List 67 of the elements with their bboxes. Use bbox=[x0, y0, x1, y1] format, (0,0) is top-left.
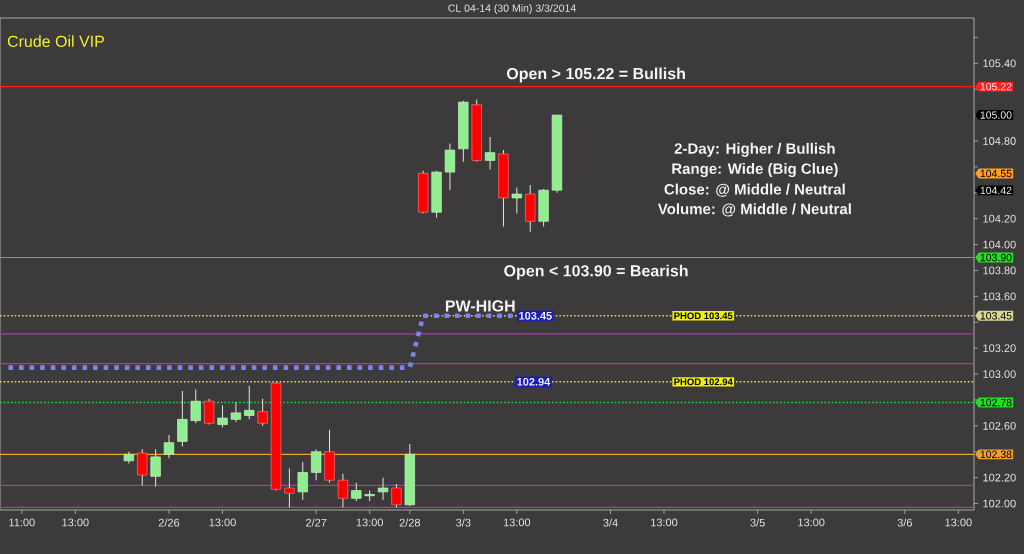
data-label: 103.45 bbox=[519, 311, 552, 320]
candlestick bbox=[377, 477, 389, 501]
candlestick bbox=[190, 389, 201, 424]
x-tick-label: 13:00 bbox=[651, 518, 678, 527]
series-label: PW-HIGH bbox=[445, 300, 515, 312]
y-tick-label: 104.00 bbox=[983, 240, 1016, 249]
text: Crude Oil VIP bbox=[7, 35, 104, 47]
candlestick bbox=[391, 483, 402, 508]
ref-line-label: 105.22 bbox=[980, 82, 1012, 91]
candlestick bbox=[484, 136, 496, 170]
y-tick-label: 103.00 bbox=[983, 370, 1016, 378]
chart-title: CL 04-14 (30 Min) 3/3/2014 bbox=[448, 4, 576, 14]
text: 105.00 bbox=[980, 111, 1012, 119]
y-tick-label: 104.80 bbox=[983, 137, 1016, 145]
x-tick-label: 13:00 bbox=[209, 518, 236, 527]
x-tick-label: 3/6 bbox=[897, 518, 912, 527]
ref-line-label: 102.78 bbox=[980, 398, 1012, 407]
x-tick-label: 13:00 bbox=[945, 518, 972, 527]
annotation: Volume: @ Middle / Neutral bbox=[657, 203, 851, 217]
ref-line-label: 103.45 bbox=[980, 312, 1012, 320]
candlestick bbox=[244, 385, 255, 420]
x-tick-label: 13:00 bbox=[798, 518, 825, 527]
y-tick-label: 102.20 bbox=[983, 473, 1016, 482]
x-tick-label: 2/28 bbox=[399, 518, 421, 527]
candlestick bbox=[137, 448, 148, 486]
x-tick-label: 2/26 bbox=[158, 518, 180, 527]
annotation: Open < 103.90 = Bearish bbox=[504, 264, 688, 280]
y-tick-label: 105.40 bbox=[983, 59, 1016, 68]
x-tick-label: 13:00 bbox=[62, 518, 89, 527]
candlestick bbox=[284, 468, 295, 508]
x-tick-label: 3/4 bbox=[603, 518, 618, 527]
annotation: PHOD 103.45 bbox=[674, 312, 733, 320]
text: 104.42 bbox=[980, 186, 1012, 195]
candlestick bbox=[230, 402, 242, 423]
x-tick-label: 13:00 bbox=[503, 518, 531, 527]
annotation: PHOD 102.94 bbox=[674, 378, 733, 386]
x-tick-label: 13:00 bbox=[356, 518, 383, 527]
y-tick-label: 103.80 bbox=[983, 266, 1016, 275]
y-tick-label: 104.20 bbox=[983, 214, 1016, 223]
x-tick-label: 3/3 bbox=[456, 518, 471, 527]
annotation: Range: Wide (Big Clue) bbox=[672, 163, 838, 178]
candlestick bbox=[351, 482, 362, 502]
candlestick bbox=[337, 473, 349, 508]
y-tick-label: 102.60 bbox=[983, 421, 1016, 430]
annotation: 102.94 bbox=[517, 377, 551, 386]
annotation: Close: @ Middle / Neutral bbox=[664, 183, 845, 197]
x-tick-label: 11:00 bbox=[9, 518, 35, 527]
candlestick bbox=[150, 448, 161, 488]
ref-line-label: 103.90 bbox=[980, 253, 1012, 262]
annotation: Open > 105.22 = Bullish bbox=[506, 67, 685, 83]
x-tick-label: 3/5 bbox=[750, 518, 765, 527]
ref-line-label: 102.38 bbox=[980, 450, 1012, 459]
candlestick bbox=[310, 448, 322, 481]
y-tick-label: 103.20 bbox=[983, 344, 1016, 353]
candlestick bbox=[511, 187, 523, 214]
y-tick-label: 102.00 bbox=[983, 499, 1016, 508]
text: 104.55 bbox=[980, 169, 1012, 178]
candlestick bbox=[297, 461, 308, 501]
candlestick bbox=[177, 390, 188, 448]
x-tick-label: 2/27 bbox=[306, 518, 327, 527]
annotation: 2-Day: Higher / Bullish bbox=[674, 142, 835, 157]
candlestick bbox=[257, 398, 268, 427]
y-tick-label: 103.60 bbox=[983, 292, 1016, 301]
candlestick bbox=[444, 143, 456, 191]
candlestick bbox=[203, 398, 215, 426]
candlestick bbox=[163, 434, 175, 459]
candlestick bbox=[217, 404, 228, 428]
